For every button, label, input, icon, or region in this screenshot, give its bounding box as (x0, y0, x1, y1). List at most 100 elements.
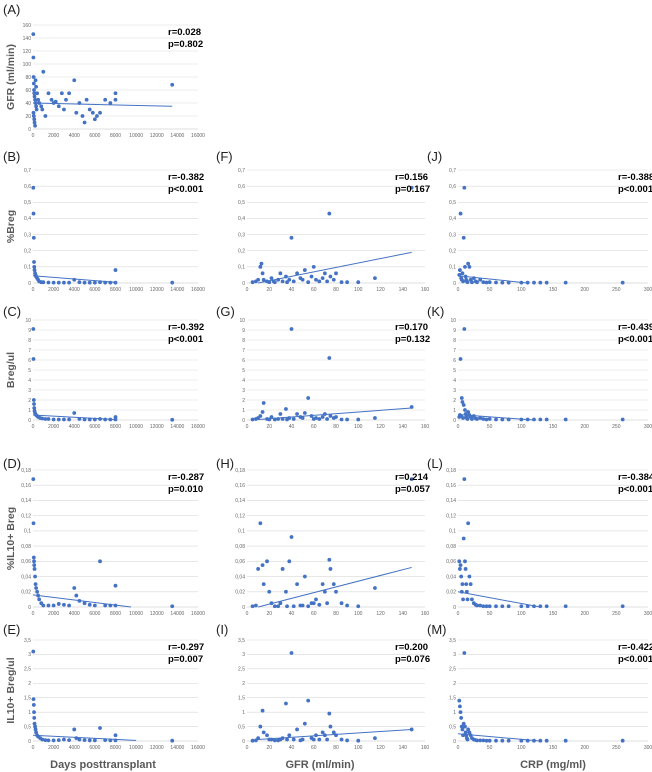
data-point (463, 264, 467, 269)
panel-label: (D) (3, 456, 21, 471)
x-tick-label: 14000 (170, 287, 184, 293)
data-point (314, 277, 318, 282)
y-tick-label: 0,18 (21, 468, 31, 474)
y-tick-label: 4 (453, 378, 456, 384)
panel-label: (J) (427, 149, 442, 164)
x-tick-label: 2000 (48, 424, 59, 430)
data-point (92, 280, 97, 285)
data-point (311, 601, 316, 606)
data-point (285, 737, 289, 742)
data-point (532, 738, 536, 743)
x-tick-label: 2000 (48, 611, 59, 617)
data-point (563, 417, 568, 422)
y-tick-label: 0,06 (235, 559, 245, 565)
data-point (31, 75, 36, 79)
x-tick-label: 2000 (48, 133, 59, 139)
data-point (325, 601, 329, 606)
data-point (285, 604, 289, 609)
y-tick-label: 0 (28, 739, 31, 745)
y-tick-label: 6 (28, 358, 31, 364)
y-tick-label: 1 (242, 408, 245, 414)
data-point (77, 280, 82, 285)
data-point (295, 271, 299, 276)
x-tick-label: 300 (644, 287, 652, 293)
data-point (98, 110, 102, 115)
x-tick-label: 6000 (89, 424, 100, 430)
data-point (295, 412, 299, 416)
data-point (620, 280, 625, 285)
data-point (322, 733, 327, 738)
data-point (325, 417, 329, 421)
data-point (478, 738, 483, 743)
data-point (108, 603, 113, 608)
y-tick-label: 0,1 (449, 265, 456, 271)
x-tick-label: 0 (246, 287, 249, 293)
data-point (287, 416, 292, 420)
data-point (314, 597, 318, 602)
data-point (40, 737, 45, 742)
data-point (484, 417, 489, 422)
data-point (40, 416, 45, 421)
data-point (458, 567, 462, 571)
data-point (468, 733, 473, 738)
data-point (36, 97, 41, 102)
y-tick-label: 0,3 (238, 232, 245, 238)
y-tick-label: 0,1 (238, 529, 245, 535)
data-point (258, 724, 263, 729)
data-point (458, 357, 463, 361)
data-point (92, 417, 97, 422)
data-point (409, 477, 414, 482)
x-tick-label: 10000 (129, 133, 143, 139)
y-tick-label: 0,1 (24, 529, 31, 535)
data-point (31, 114, 36, 118)
data-point (32, 88, 36, 92)
data-point (356, 738, 361, 743)
x-tick-label: 0 (457, 424, 460, 430)
data-point (460, 271, 465, 276)
data-point (113, 91, 118, 96)
y-tick-label: 2,5 (24, 667, 31, 673)
data-point (311, 264, 316, 269)
data-point (98, 280, 102, 285)
y-tick-label: 0 (453, 418, 456, 424)
y-tick-label: 0,4 (449, 216, 456, 222)
panel-i: (I) 0 0,5 1 1,5 2 2,5 3 3,5 0 20 40 60 80 100 120 140 160… (216, 622, 430, 771)
x-tick-label: 12000 (150, 611, 164, 617)
y-tick-label: 3 (453, 652, 456, 658)
data-point (269, 737, 274, 742)
y-tick-label: 1,5 (238, 696, 245, 702)
data-point (113, 97, 118, 102)
y-tick-label: 0,2 (24, 249, 31, 255)
data-point (269, 415, 274, 419)
y-tick-label: 0,5 (24, 724, 31, 730)
data-point (519, 604, 524, 609)
data-point (82, 738, 87, 743)
x-tick-label: 100 (354, 611, 363, 617)
x-tick-label: 100 (354, 745, 363, 751)
data-point (31, 235, 36, 240)
data-point (56, 104, 61, 109)
panel-label: (C) (3, 304, 21, 319)
x-tick-label: 12000 (150, 133, 164, 139)
p-value: p=0.132 (395, 334, 430, 345)
data-point (300, 603, 305, 608)
data-point (82, 280, 87, 285)
x-tick-label: 0 (457, 611, 460, 617)
data-point (276, 277, 281, 282)
p-value: p=0.010 (168, 484, 203, 495)
y-tick-label: 2 (453, 398, 456, 404)
data-point (519, 738, 524, 743)
y-tick-label: 1,5 (449, 696, 456, 702)
data-point (56, 417, 61, 422)
data-point (525, 604, 530, 609)
p-value: p=0.802 (168, 39, 203, 50)
data-point (278, 271, 283, 276)
y-tick-label: 2 (28, 398, 31, 404)
data-point (87, 417, 92, 422)
y-tick-label: 0,7 (449, 168, 456, 174)
y-tick-label: 10 (25, 318, 31, 324)
data-point (113, 268, 118, 272)
x-tick-label: 200 (580, 745, 589, 751)
p-value: p=0.076 (395, 654, 430, 665)
